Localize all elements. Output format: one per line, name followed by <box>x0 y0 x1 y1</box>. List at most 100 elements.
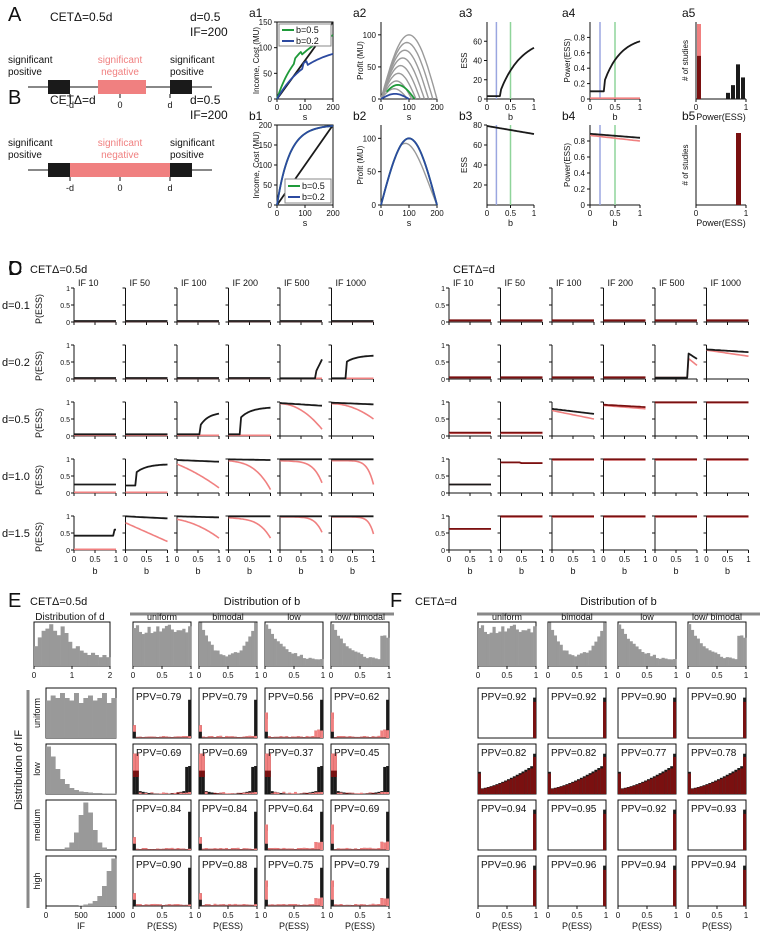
ppv-bar-positive <box>282 793 286 794</box>
ppv-bar-negative <box>182 792 186 794</box>
cell-y-tick-label: 0.5 <box>435 474 445 481</box>
param-d-A: d=0.5 <box>190 10 221 24</box>
d-row-label: d=0.5 <box>2 414 30 426</box>
if-dist-bar <box>106 703 112 738</box>
ppv-bar-positive <box>331 770 334 794</box>
subpanel-label-a3: a3 <box>459 6 473 20</box>
dist-d-bar <box>94 655 99 666</box>
a2-profit-curve <box>380 49 430 100</box>
a4-x-tick-label: 0 <box>588 103 593 112</box>
ppv-bar-negative <box>299 736 303 738</box>
b1-y-tick-label: 50 <box>263 181 272 190</box>
dist-b-bar <box>239 650 243 666</box>
cell-x-tick-label: 1 <box>643 555 648 564</box>
dist-b-bar <box>225 656 229 666</box>
curve-positive <box>655 352 698 379</box>
if-column-label: IF 10 <box>78 278 99 288</box>
a2-y-tick-label: 0 <box>372 95 377 104</box>
b4-x-tick-label: 0.5 <box>609 209 621 218</box>
dist-b-bar <box>559 644 563 666</box>
dist-b-bar <box>368 657 372 666</box>
ppv-bar-negative <box>222 737 226 738</box>
ppv-bar-positive <box>336 791 340 794</box>
ppv-x-tick-label: 0.5 <box>156 911 168 920</box>
dist-b-bar <box>603 622 607 666</box>
dist-b-bar <box>688 624 692 666</box>
ppv-bar-negative <box>164 848 168 850</box>
ppv-bar-overlap <box>618 773 621 794</box>
ppv-bar-negative <box>276 792 280 794</box>
dist-d-bar <box>56 635 61 666</box>
dist-b-x-tick-label: 0.5 <box>501 671 513 680</box>
cell-y-tick-label: 0.5 <box>60 531 70 538</box>
dist-b-bar <box>342 643 346 666</box>
ppv-xlabel: P(ESS) <box>702 921 732 931</box>
ppv-bar-overlap <box>696 787 700 794</box>
dist-d-bar <box>45 628 50 666</box>
dist-b-bar <box>696 638 700 666</box>
dist-d-bar <box>102 655 107 666</box>
ppv-bar-overlap <box>550 788 554 794</box>
label-significant-left: significant <box>8 138 53 149</box>
b3-curve-positive <box>486 125 535 135</box>
dist-b-bar <box>734 659 738 666</box>
significant-negative-box <box>70 163 170 177</box>
ppv-bar-positive <box>133 731 136 738</box>
if-column-label: IF 500 <box>284 278 310 288</box>
dist-b-bar <box>515 629 519 666</box>
ppv-bar-negative <box>288 848 292 850</box>
ppv-bar-negative <box>354 904 358 906</box>
ppv-bar-negative <box>162 736 165 738</box>
ppv-bar-overlap <box>711 782 715 794</box>
ppv-bar-negative <box>270 904 274 906</box>
ppv-label: PPV=0.56 <box>268 692 314 703</box>
ppv-bar-negative <box>317 842 321 850</box>
ppv-bar-negative <box>141 848 145 850</box>
ppv-bar-negative <box>233 903 237 906</box>
ppv-bar-negative <box>288 736 292 738</box>
dist-b-bar <box>170 629 174 666</box>
b1-legend-b05: b=0.5 <box>302 181 325 191</box>
ppv-bar-negative <box>144 904 148 906</box>
ppv-bar-negative <box>228 793 231 794</box>
ppv-bar-overlap <box>699 786 703 794</box>
ppv-label: PPV=0.96 <box>551 860 597 871</box>
dist-b-bar <box>320 659 324 666</box>
ppv-bar-negative <box>339 792 343 794</box>
dist-b-x-tick-label: 0.5 <box>571 671 583 680</box>
b2-profit-b02 <box>380 137 438 206</box>
dist-b-bar <box>618 624 622 666</box>
dist-b-x-tick-label: 1 <box>534 671 539 680</box>
dist-b-bar <box>690 629 695 666</box>
a2-profit-b05 <box>385 84 416 100</box>
ppv-bar-negative <box>138 736 142 738</box>
b1-income-b02 <box>276 125 334 206</box>
cell-x-tick-label: 0.5 <box>89 555 101 564</box>
ppv-bar-negative <box>173 848 177 850</box>
dist-b-bar <box>236 652 240 666</box>
ppv-bar-positive <box>185 766 189 794</box>
a4-x-tick-label: 0.5 <box>609 103 621 112</box>
ppv-label: PPV=0.84 <box>136 804 182 815</box>
ppv-bar-negative <box>365 847 369 850</box>
panel-letter-F: F <box>390 590 402 612</box>
ppv-bar-negative <box>228 903 231 906</box>
ppv-bar-negative <box>267 904 271 906</box>
dist-b-bar <box>655 658 659 666</box>
ppv-bar-negative <box>213 848 217 850</box>
ppv-bar-negative <box>380 841 384 850</box>
ppv-bar-negative <box>210 848 214 850</box>
ppv-bar-negative <box>276 736 280 738</box>
dist-b-bar <box>167 624 171 666</box>
ppv-bar-negative <box>188 791 191 794</box>
ppv-bar-negative <box>285 736 289 738</box>
ppv-bar-negative <box>219 735 223 738</box>
ppv-bar-positive <box>265 731 268 738</box>
ppv-bar-negative <box>285 848 289 850</box>
if-dist-label: low <box>32 762 42 776</box>
dist-b-x-tick-label: 1 <box>744 671 749 680</box>
ppv-x-tick-label: 1 <box>604 911 609 920</box>
b1-ylabel: Income, Cost (MU) <box>252 131 261 198</box>
ppv-bar-overlap <box>600 768 604 794</box>
ppv-bar-positive <box>386 867 389 906</box>
